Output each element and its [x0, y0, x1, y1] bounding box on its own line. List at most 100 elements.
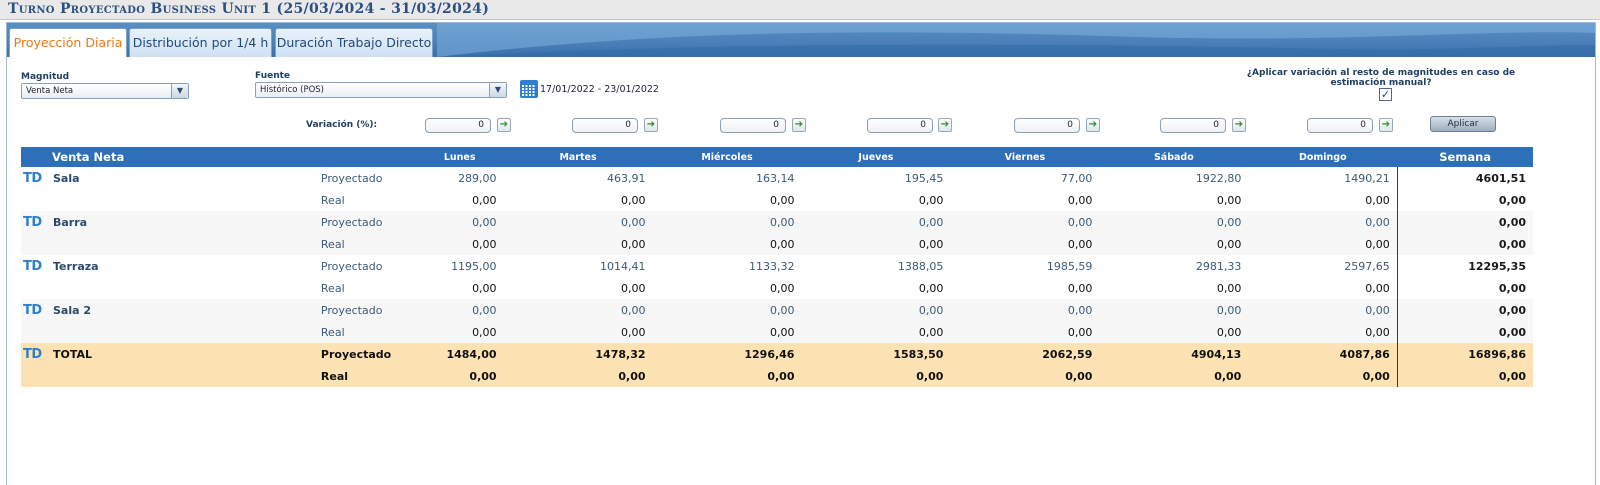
variation-input-domingo[interactable]: 0: [1307, 118, 1373, 133]
day-value-cell: 0,00: [801, 365, 951, 387]
day-value-cell[interactable]: 1922,80: [1195, 171, 1242, 185]
day-value-cell: 0,00: [415, 233, 504, 255]
day-value-cell[interactable]: 1014,41: [600, 259, 646, 273]
row-group-cell: TD Barra: [21, 211, 319, 233]
variation-input-lunes[interactable]: 0: [425, 118, 491, 133]
day-value-cell: 0,00: [621, 193, 646, 207]
week-total-cell: 0,00: [1396, 189, 1533, 211]
day-value-cell[interactable]: 0,00: [801, 299, 951, 321]
day-value-cell: 1583,50: [801, 343, 951, 365]
day-value-cell[interactable]: 0,00: [1099, 211, 1249, 233]
td-icon[interactable]: TD: [23, 302, 42, 318]
day-value-cell[interactable]: 0,00: [652, 211, 802, 233]
column-header-miercoles: Miércoles: [652, 147, 802, 167]
day-value-cell: 0,00: [1216, 193, 1242, 207]
apply-arrow-icon[interactable]: ➔: [1232, 118, 1246, 132]
day-value-cell[interactable]: 1985,59: [1046, 259, 1093, 273]
apply-arrow-icon[interactable]: ➔: [1379, 118, 1393, 132]
fuente-label: Fuente: [255, 71, 291, 81]
chevron-down-icon[interactable]: ▼: [489, 83, 506, 97]
day-value-cell[interactable]: 163,14: [755, 171, 795, 185]
day-value-cell: 0,00: [918, 281, 944, 295]
table-row: TD Barra Proyectado 0,00 0,00 0,00 0,00 0,00 0,0…: [21, 211, 1533, 233]
day-value-cell[interactable]: 1490,21: [1344, 171, 1390, 185]
day-value-cell: 2062,59: [950, 343, 1100, 365]
day-value-cell[interactable]: 77,00: [1060, 171, 1093, 185]
row-kind-label: Proyectado: [320, 171, 383, 185]
table-row: TD Terraza Proyectado 1195,00 1014,41 1133,32…: [21, 255, 1533, 277]
day-value-cell[interactable]: 1133,32: [748, 259, 795, 273]
tab-duracion-trabajo-directo[interactable]: Duración Trabajo Directo: [275, 28, 433, 57]
day-value-cell[interactable]: 0,00: [1248, 299, 1398, 321]
chevron-down-icon[interactable]: ▼: [171, 84, 188, 98]
apply-arrow-icon[interactable]: ➔: [644, 118, 658, 132]
day-value-cell[interactable]: 0,00: [801, 211, 951, 233]
week-total-cell: 16896,86: [1396, 343, 1533, 365]
fuente-select[interactable]: Histórico (POS) ▼: [255, 82, 507, 98]
day-value-cell[interactable]: 289,00: [458, 171, 497, 185]
row-kind-label: Real: [318, 365, 416, 387]
variation-input-martes[interactable]: 0: [572, 118, 638, 133]
apply-arrow-icon[interactable]: ➔: [938, 118, 952, 132]
day-value-cell[interactable]: 0,00: [1248, 211, 1398, 233]
day-value-cell: 0,00: [918, 193, 944, 207]
day-value-cell[interactable]: 0,00: [503, 299, 653, 321]
day-value-cell: 4904,13: [1099, 343, 1249, 365]
row-group-name: Sala 2: [53, 303, 92, 317]
apply-button[interactable]: Aplicar: [1430, 116, 1496, 132]
tab-proyeccion-diaria[interactable]: Proyección Diaria: [9, 28, 127, 57]
td-icon[interactable]: TD: [23, 170, 42, 186]
row-group-name: Barra: [53, 215, 88, 229]
day-value-cell[interactable]: 0,00: [415, 211, 504, 233]
day-value-cell: 0,00: [950, 321, 1100, 343]
column-header-sabado: Sábado: [1099, 147, 1249, 167]
row-group-name: Terraza: [53, 259, 99, 273]
table-header-row: Venta Neta Lunes Martes Miércoles Jueves…: [21, 147, 1533, 167]
variation-input-sabado[interactable]: 0: [1160, 118, 1226, 133]
day-value-cell[interactable]: 0,00: [1099, 299, 1249, 321]
variation-input-miercoles[interactable]: 0: [720, 118, 786, 133]
apply-arrow-icon[interactable]: ➔: [497, 118, 511, 132]
tab-distribucion-cuarto-hora[interactable]: Distribución por 1/4 h: [129, 28, 272, 57]
day-value-cell[interactable]: 0,00: [415, 299, 504, 321]
table-body: TD Sala Proyectado 289,00 463,91 163,14 195,45…: [21, 167, 1533, 387]
variation-input-viernes[interactable]: 0: [1014, 118, 1080, 133]
day-value-cell[interactable]: 1195,00: [451, 259, 497, 273]
day-value-cell: 1478,32: [503, 343, 653, 365]
variation-label: Variación (%):: [306, 120, 378, 130]
day-value-cell[interactable]: 195,45: [904, 171, 944, 185]
apply-variation-checkbox[interactable]: ✓: [1379, 88, 1392, 101]
day-value-cell[interactable]: 0,00: [950, 299, 1100, 321]
day-value-cell: 0,00: [1067, 281, 1093, 295]
row-kind-label: Proyectado: [318, 343, 416, 365]
day-value-cell: 0,00: [1099, 321, 1249, 343]
fuente-select-value: Histórico (POS): [260, 85, 324, 95]
apply-arrow-icon[interactable]: ➔: [1086, 118, 1100, 132]
day-value-cell: 0,00: [1248, 233, 1398, 255]
td-icon[interactable]: TD: [23, 258, 42, 274]
day-value-cell[interactable]: 463,91: [607, 171, 646, 185]
date-range: 17/01/2022 - 23/01/2022: [540, 84, 659, 95]
week-total-cell: 0,00: [1396, 365, 1533, 387]
variation-input-jueves[interactable]: 0: [867, 118, 933, 133]
week-total-cell: 0,00: [1396, 211, 1533, 233]
row-group-cell: [21, 321, 319, 343]
week-total-cell: 12295,35: [1396, 255, 1533, 277]
main-panel: Proyección Diaria Distribución por 1/4 h…: [6, 22, 1596, 485]
day-value-cell[interactable]: 0,00: [950, 211, 1100, 233]
calendar-icon[interactable]: [520, 80, 538, 98]
table-row: Real 0,00 0,00 0,00 0,00 0,00 0,00 0,00 0,00: [21, 365, 1533, 387]
day-value-cell[interactable]: 1388,05: [897, 259, 944, 273]
day-value-cell[interactable]: 2981,33: [1195, 259, 1242, 273]
td-icon[interactable]: TD: [23, 214, 42, 230]
row-group-name: TOTAL: [53, 347, 93, 361]
day-value-cell: 0,00: [1099, 365, 1249, 387]
day-value-cell[interactable]: 0,00: [652, 299, 802, 321]
day-value-cell[interactable]: 0,00: [503, 211, 653, 233]
day-value-cell: 0,00: [503, 365, 653, 387]
td-icon[interactable]: TD: [23, 346, 42, 362]
magnitud-select[interactable]: Venta Neta ▼: [21, 83, 189, 99]
day-value-cell[interactable]: 2597,65: [1344, 259, 1390, 273]
apply-arrow-icon[interactable]: ➔: [792, 118, 806, 132]
row-group-cell: TD Terraza: [21, 255, 319, 277]
